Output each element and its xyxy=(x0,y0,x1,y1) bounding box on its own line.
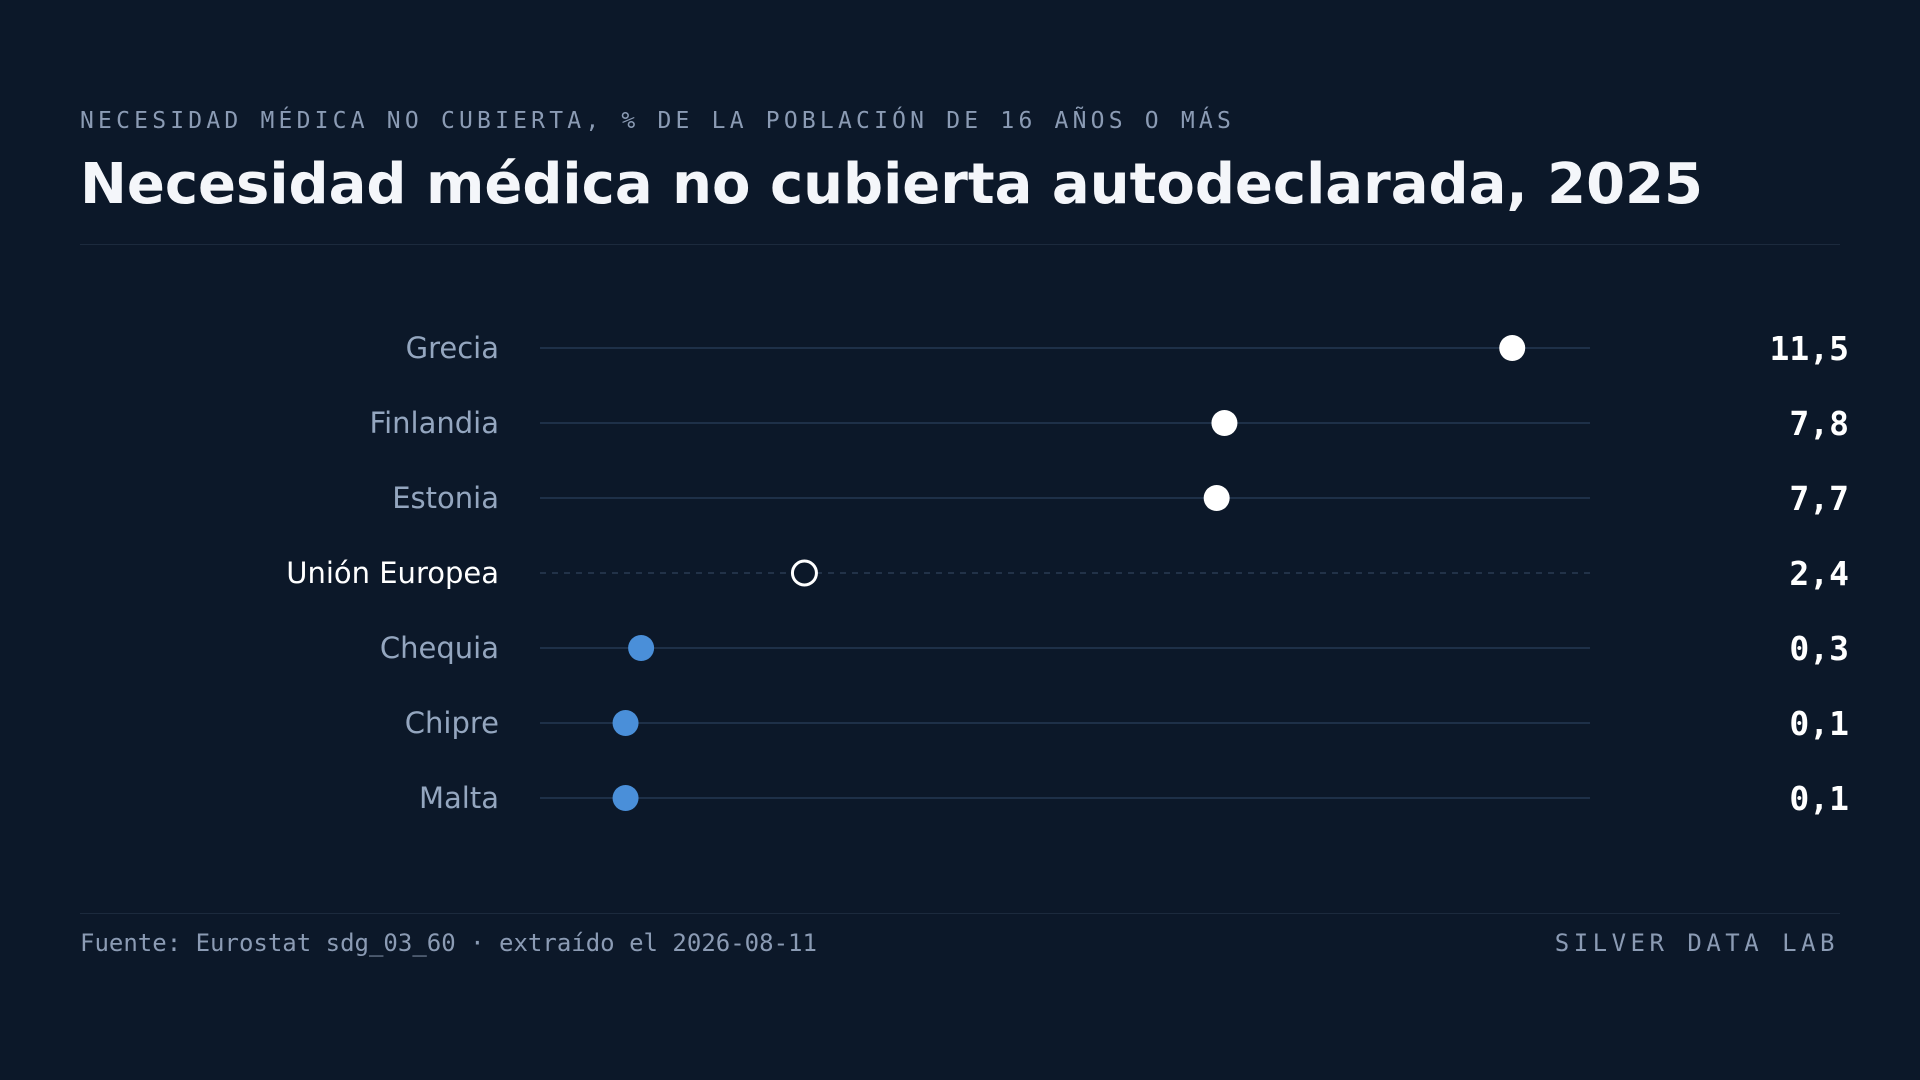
chart-title: Necesidad médica no cubierta autodeclara… xyxy=(80,152,1703,217)
value-label: 7,7 xyxy=(1789,479,1849,518)
value-label: 11,5 xyxy=(1770,329,1849,368)
chart-subtitle: NECESIDAD MÉDICA NO CUBIERTA, % DE LA PO… xyxy=(80,108,1236,134)
footer-divider xyxy=(80,913,1840,914)
source-note: Fuente: Eurostat sdg_03_60 · extraído el… xyxy=(80,929,817,957)
data-dot xyxy=(1499,335,1526,361)
category-label: Chipre xyxy=(405,706,499,740)
header-divider xyxy=(80,244,1840,245)
data-dot xyxy=(628,635,655,661)
value-label: 0,1 xyxy=(1789,704,1849,743)
value-label: 2,4 xyxy=(1789,554,1849,593)
brand-label: SILVER DATA LAB xyxy=(1554,929,1839,957)
value-label: 0,3 xyxy=(1789,629,1849,668)
data-dot xyxy=(1211,410,1238,436)
category-label: Chequia xyxy=(380,631,499,665)
value-label: 7,8 xyxy=(1789,404,1849,443)
data-dot xyxy=(612,710,639,736)
category-label: Grecia xyxy=(406,331,499,365)
reference-dot xyxy=(790,559,818,587)
value-label: 0,1 xyxy=(1789,779,1849,818)
category-label: Finlandia xyxy=(370,406,499,440)
data-dot xyxy=(612,785,639,811)
category-label: Estonia xyxy=(392,481,499,515)
dot-plot: Grecia 11,5 Finlandia 7,8 Estonia 7,7 Unión Eu… xyxy=(286,329,1849,818)
category-label: Unión Europea xyxy=(286,556,499,590)
data-dot xyxy=(1203,485,1230,511)
category-label: Malta xyxy=(419,781,499,815)
